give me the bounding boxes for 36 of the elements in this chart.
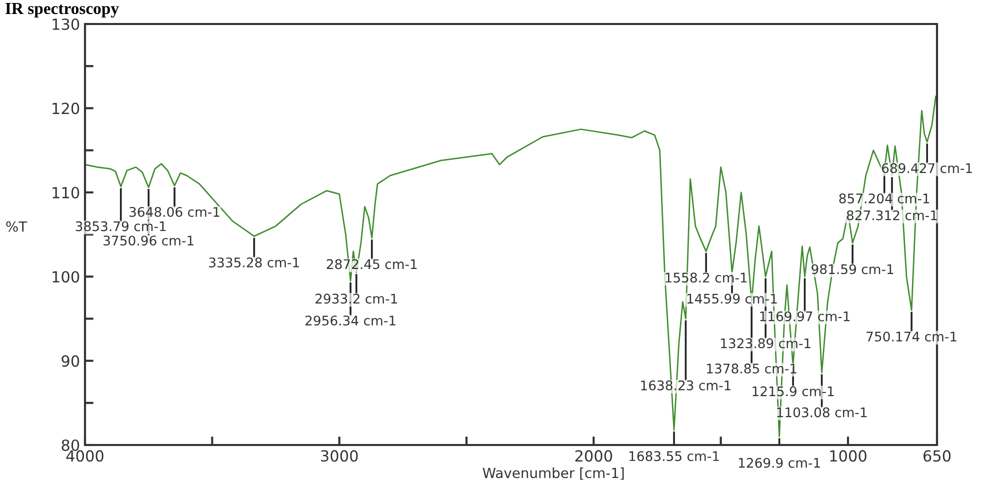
annotation: 750.174 cm-1 xyxy=(866,332,956,342)
annotation: 857.204 cm-1 xyxy=(839,193,930,204)
annotation: 3853.79 cm-1 xyxy=(76,221,166,232)
annotation: 689.427 cm-1 xyxy=(882,163,972,174)
y-tick-label: 110 xyxy=(52,186,80,198)
chart-title: IR spectroscopy xyxy=(6,3,119,18)
annotation: 2933.2 cm-1 xyxy=(316,294,397,304)
annotation: 1215.9 cm-1 xyxy=(752,386,834,396)
y-tick-label: 90 xyxy=(62,355,80,367)
annotation: 1378.85 cm-1 xyxy=(707,364,796,374)
y-tick-label: 100 xyxy=(52,271,80,283)
annotation: 1103.08 cm-1 xyxy=(777,407,867,418)
annotation: 827.312 cm-1 xyxy=(846,210,937,220)
annotation: 3648.06 cm-1 xyxy=(130,206,220,217)
x-axis-title: Wavenumber [cm-1] xyxy=(482,467,624,480)
annotation: 981.59 cm-1 xyxy=(812,264,894,274)
y-tick-label: 130 xyxy=(52,18,80,30)
x-tick-label: 650 xyxy=(923,450,951,462)
annotation: 1455.99 cm-1 xyxy=(687,294,777,304)
annotation: 1558.2 cm-1 xyxy=(666,272,747,283)
annotation: 2956.34 cm-1 xyxy=(305,316,396,326)
y-tick-label: 80 xyxy=(62,439,80,452)
annotation: 1323.89 cm-1 xyxy=(721,338,810,348)
annotation: 1638.23 cm-1 xyxy=(641,380,731,390)
y-tick-label: 120 xyxy=(52,102,80,114)
x-tick-label: 2000 xyxy=(575,450,612,462)
annotation: 2872.45 cm-1 xyxy=(326,259,417,270)
annotation: 3335.28 cm-1 xyxy=(209,257,299,268)
y-axis-title: %T xyxy=(6,221,28,232)
x-tick-label: 4000 xyxy=(66,450,104,462)
x-tick-label: 3000 xyxy=(321,450,358,462)
annotation: 3750.96 cm-1 xyxy=(104,236,194,246)
annotation: 1169.97 cm-1 xyxy=(760,311,850,322)
annotation: 1269.9 cm-1 xyxy=(738,458,820,468)
x-tick-label: 1000 xyxy=(830,450,866,462)
annotation: 1683.55 cm-1 xyxy=(629,451,719,462)
